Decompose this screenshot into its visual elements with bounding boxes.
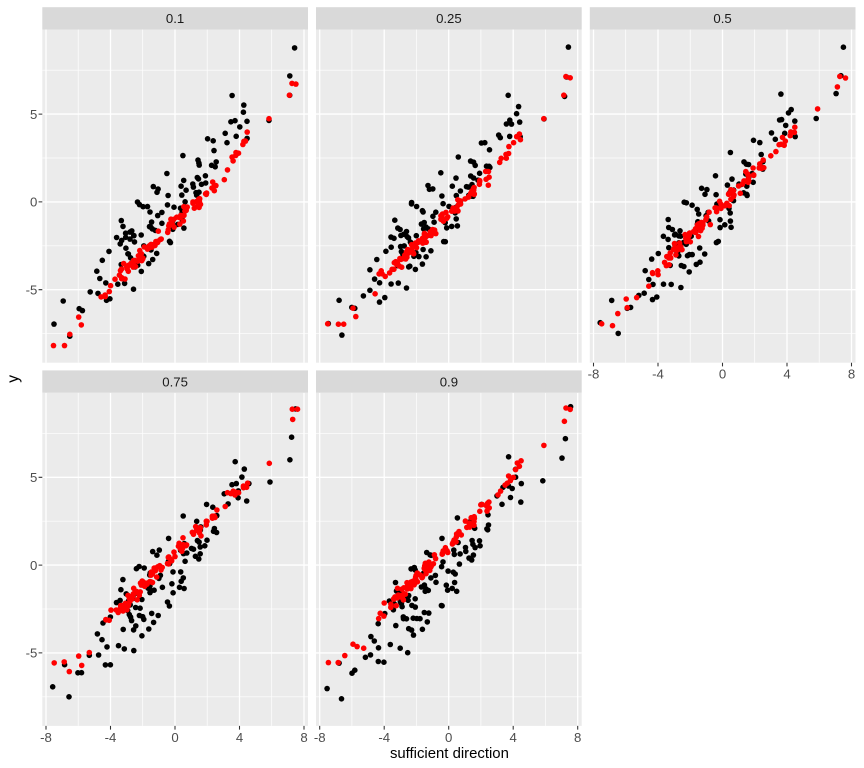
svg-text:0: 0 bbox=[445, 730, 452, 745]
svg-text:-4: -4 bbox=[378, 730, 390, 745]
svg-text:4: 4 bbox=[510, 730, 517, 745]
svg-text:0.1: 0.1 bbox=[166, 11, 184, 26]
svg-text:0: 0 bbox=[171, 730, 178, 745]
svg-text:sufficient direction: sufficient direction bbox=[390, 746, 509, 762]
svg-text:-8: -8 bbox=[314, 730, 326, 745]
svg-text:-8: -8 bbox=[40, 730, 52, 745]
svg-text:0.25: 0.25 bbox=[436, 11, 462, 26]
svg-text:y: y bbox=[5, 375, 22, 383]
svg-text:-5: -5 bbox=[26, 646, 38, 661]
svg-text:0: 0 bbox=[30, 558, 37, 573]
svg-text:0.5: 0.5 bbox=[713, 11, 731, 26]
svg-text:8: 8 bbox=[300, 730, 307, 745]
svg-text:5: 5 bbox=[30, 107, 37, 122]
svg-text:0: 0 bbox=[719, 367, 726, 382]
svg-text:-4: -4 bbox=[652, 367, 664, 382]
svg-text:4: 4 bbox=[236, 730, 243, 745]
svg-text:0.9: 0.9 bbox=[440, 374, 458, 389]
svg-text:8: 8 bbox=[574, 730, 581, 745]
svg-text:5: 5 bbox=[30, 470, 37, 485]
svg-text:-5: -5 bbox=[26, 283, 38, 298]
svg-text:4: 4 bbox=[783, 367, 790, 382]
svg-text:-8: -8 bbox=[588, 367, 600, 382]
svg-text:0.75: 0.75 bbox=[162, 374, 188, 389]
svg-text:8: 8 bbox=[848, 367, 855, 382]
svg-text:-4: -4 bbox=[105, 730, 117, 745]
svg-text:0: 0 bbox=[30, 195, 37, 210]
